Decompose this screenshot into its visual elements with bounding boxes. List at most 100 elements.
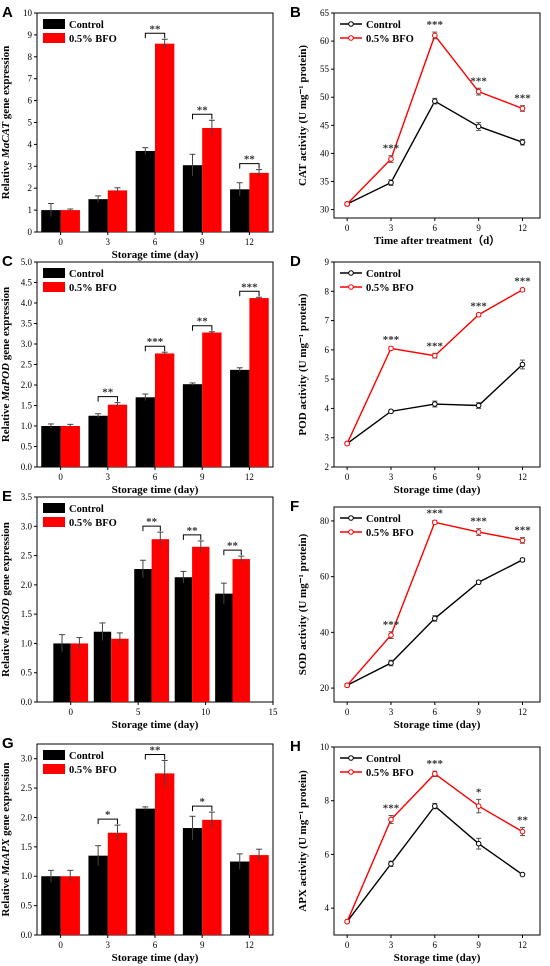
y-axis-title-pre: Relative	[0, 401, 12, 442]
x-tick-label: 9	[476, 940, 481, 950]
x-tick-label: 0	[345, 707, 350, 717]
legend-label: 0.5% BFO	[366, 768, 414, 779]
x-tick-label: 15	[269, 707, 279, 717]
y-axis-title: CAT activity (U mg⁻¹ protein)	[297, 45, 309, 186]
significance-label: ***	[427, 508, 444, 520]
legend-swatch	[43, 764, 65, 774]
series-line-bfo	[346, 772, 523, 922]
legend-swatch	[43, 19, 65, 29]
significance-label: **	[227, 540, 239, 552]
y-tick-label: 4	[28, 139, 33, 149]
x-tick-label: 12	[245, 472, 254, 482]
bar-bfo	[249, 172, 269, 232]
x-tick-label: 0	[345, 223, 350, 233]
panel-letter: C	[2, 253, 13, 270]
y-tick-label: 10	[320, 742, 330, 752]
data-point-control	[432, 803, 438, 809]
bar-bfo	[202, 819, 222, 935]
x-tick-label: 6	[433, 707, 438, 717]
significance-label: **	[150, 744, 162, 756]
panel-c: C 0.0 0.5 1.0 1.5 2.0 2.5 3.0 3.5 4.0 4.5 5.0 Relati…	[0, 253, 274, 496]
y-tick-label: 9	[28, 30, 33, 40]
significance-label: **	[197, 316, 209, 328]
data-point-bfo	[432, 32, 438, 39]
data-point-bfo	[475, 88, 482, 95]
y-axis-title-gene: MaAPX	[0, 838, 12, 876]
y-axis-title-post: gene expression	[0, 522, 12, 598]
significance-label: ***	[470, 300, 487, 312]
legend-swatch-marker	[348, 270, 354, 276]
y-tick-label: 40	[320, 627, 330, 637]
y-tick-label: 2.5	[21, 783, 33, 793]
legend-entry-bfo: 0.5% BFO	[340, 768, 414, 779]
y-tick-label: 3.5	[21, 492, 33, 502]
legend-swatch	[43, 33, 65, 43]
legend-entry-control: Control	[340, 754, 401, 765]
legend-entry-bfo: 0.5% BFO	[340, 34, 414, 45]
data-point-bfo	[344, 682, 350, 689]
data-point-bfo	[519, 828, 526, 835]
plot-frame	[333, 506, 541, 703]
y-tick-label: 35	[320, 176, 330, 186]
significance-label: ***	[514, 93, 531, 105]
data-point-bfo	[432, 352, 438, 359]
bar-bfo	[60, 426, 80, 467]
legend-label: 0.5% BFO	[69, 518, 117, 529]
y-tick-label: 4	[325, 903, 330, 913]
legend-swatch-marker	[348, 769, 354, 775]
y-axis-title: POD activity (U mg⁻¹ protein)	[297, 293, 309, 435]
panel-letter: B	[290, 4, 301, 21]
series-line-control	[346, 559, 523, 686]
bar-control	[230, 369, 250, 467]
panel-h: H 4 6 8 10 APX activity (U mg⁻¹ protein) Stora…	[290, 738, 541, 964]
y-tick-label: 5.0	[21, 257, 33, 267]
x-tick-label: 9	[476, 223, 481, 233]
panel-e: E 0.0 0.5 1.0 1.5 2.0 2.5 3.0 3.5 Relative MaSOD …	[0, 488, 278, 731]
bar-bfo	[202, 332, 222, 467]
bar-control	[41, 426, 61, 467]
legend-label: Control	[366, 20, 401, 31]
y-tick-label: 1.5	[21, 401, 33, 411]
significance-bracket	[142, 525, 161, 532]
x-axis-title: Storage time (day)	[112, 952, 199, 964]
legend-entry-bfo: 0.5% BFO	[340, 528, 414, 539]
bar-bfo	[155, 43, 175, 232]
legend-swatch	[43, 282, 65, 292]
legend-entry-bfo: 0.5% BFO	[43, 282, 117, 294]
panel-letter: E	[2, 488, 12, 505]
significance-bracket	[97, 396, 118, 402]
x-tick-label: 0	[58, 237, 63, 247]
significance-label: ***	[470, 75, 487, 87]
significance-label: **	[244, 154, 256, 166]
legend-swatch	[43, 268, 65, 278]
legend-entry-control: Control	[43, 503, 104, 515]
x-axis-title: Storage time (day)	[394, 952, 481, 964]
panel-letter: A	[2, 4, 13, 21]
plot-frame	[333, 746, 541, 936]
y-tick-label: 2.5	[21, 551, 33, 561]
y-axis-title-pre: Relative	[0, 158, 12, 199]
bar-control	[93, 631, 112, 702]
legend-entry-bfo: 0.5% BFO	[43, 764, 117, 776]
legend-entry-bfo: 0.5% BFO	[43, 33, 117, 45]
bar-bfo	[249, 298, 269, 467]
y-tick-label: 0.0	[21, 697, 33, 707]
significance-label: *	[105, 809, 111, 821]
significance-bracket	[144, 32, 166, 39]
y-tick-label: 3.0	[21, 339, 33, 349]
bar-bfo	[60, 210, 80, 232]
significance-label: **	[146, 516, 158, 528]
legend-entry-control: Control	[340, 20, 401, 31]
data-point-control	[475, 579, 482, 586]
y-tick-label: 0.0	[21, 930, 33, 940]
y-tick-label: 10	[23, 8, 33, 18]
legend-swatch-marker	[348, 515, 354, 521]
data-point-bfo	[388, 156, 394, 162]
bar-control	[182, 828, 203, 935]
significance-bracket	[192, 805, 213, 812]
y-axis-title-pre: Relative	[0, 636, 12, 677]
y-tick-label: 1.5	[21, 609, 33, 619]
y-tick-label: 7	[28, 74, 33, 84]
significance-label: **	[197, 104, 209, 116]
